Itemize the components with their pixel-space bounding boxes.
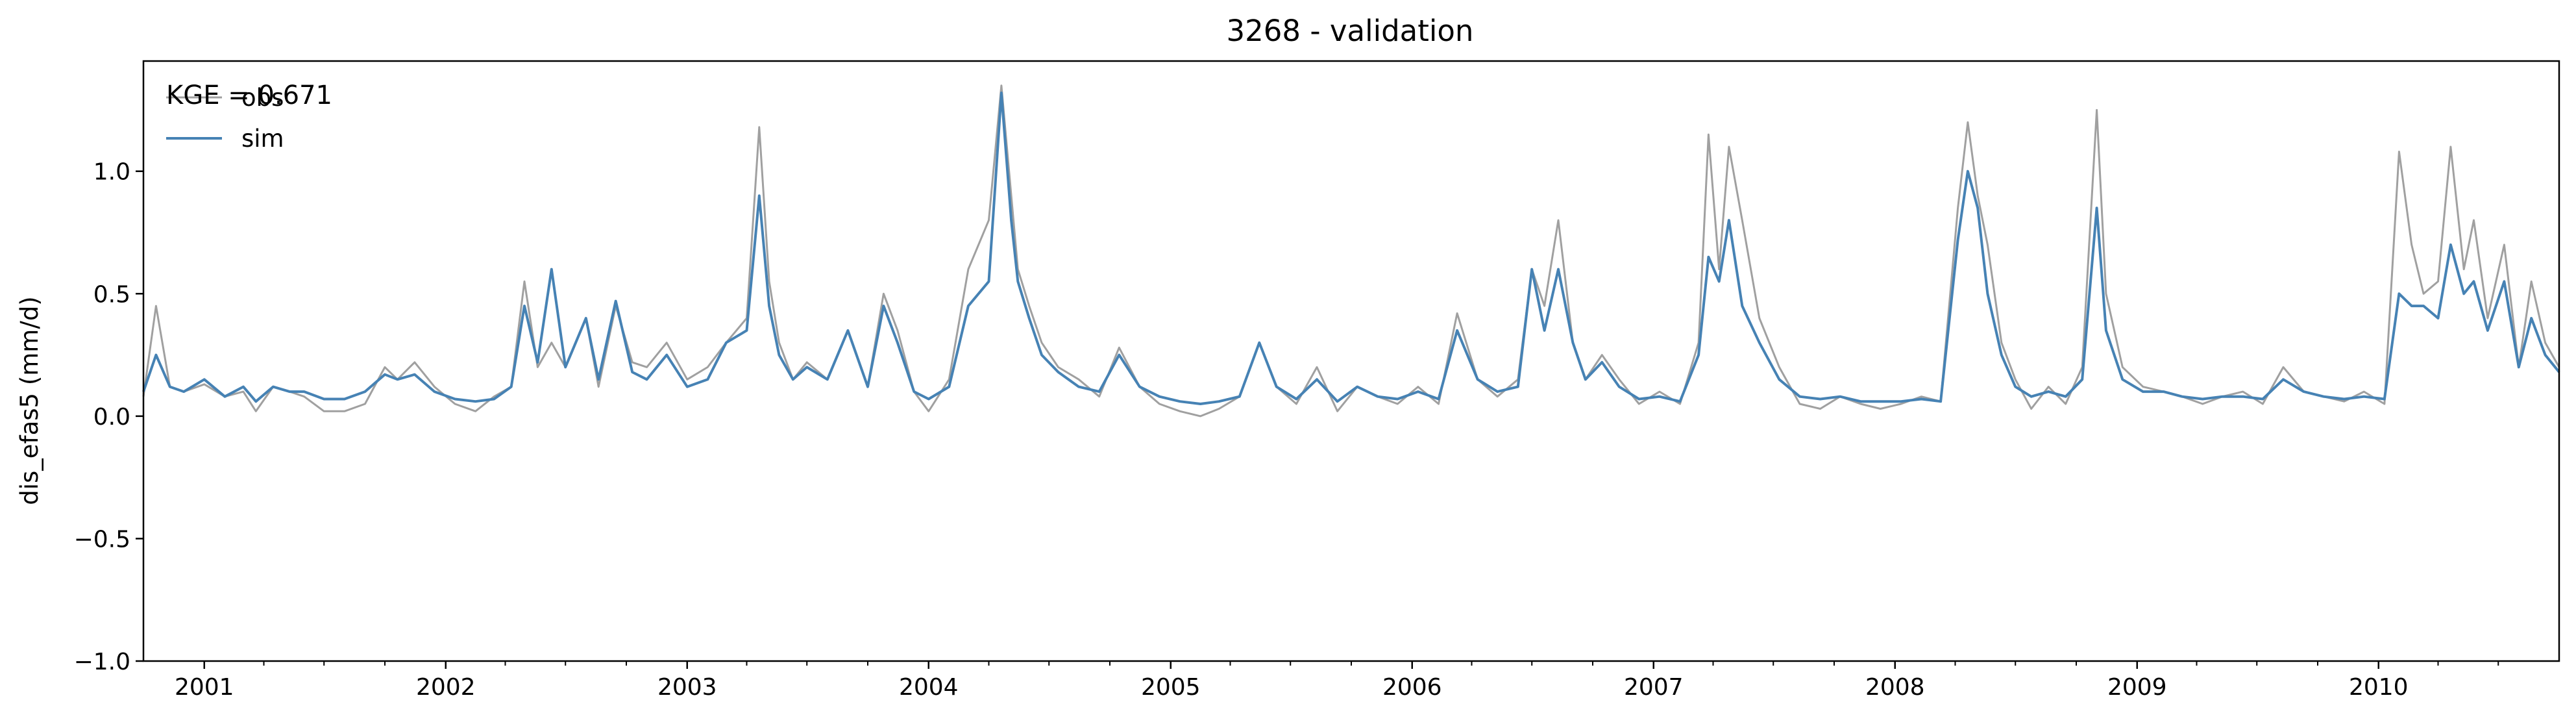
x-tick-label: 2010 bbox=[2349, 674, 2409, 701]
legend: obs sim bbox=[166, 84, 284, 153]
x-tick-label: 2001 bbox=[175, 674, 234, 701]
legend-label-sim: sim bbox=[241, 125, 284, 153]
x-tick-label: 2004 bbox=[899, 674, 959, 701]
y-axis: −1.0 −0.5 0.0 0.5 1.0 bbox=[74, 159, 143, 675]
plot-frame bbox=[142, 60, 2560, 662]
x-tick-label: 2007 bbox=[1624, 674, 1684, 701]
kge-annotation: KGE = 0.671 bbox=[166, 81, 332, 110]
x-axis: 2001 2002 2003 2004 2005 2006 2007 2008 2009 2010 bbox=[175, 661, 2499, 701]
x-tick-label: 2008 bbox=[1865, 674, 1925, 701]
y-tick-label: 0.0 bbox=[93, 404, 130, 431]
x-tick-label: 2003 bbox=[657, 674, 717, 701]
legend-label-obs: obs bbox=[241, 84, 284, 112]
y-tick-label: −1.0 bbox=[74, 649, 130, 675]
y-tick-label: 0.5 bbox=[93, 281, 130, 308]
x-tick-label: 2006 bbox=[1382, 674, 1442, 701]
plot-area bbox=[142, 84, 2560, 418]
series-line-obs bbox=[142, 84, 2560, 418]
x-tick-label: 2005 bbox=[1141, 674, 1201, 701]
x-tick-label: 2009 bbox=[2107, 674, 2167, 701]
y-axis-label: dis_efas5 (mm/d) bbox=[16, 296, 43, 505]
chart-title: 3268 - validation bbox=[1227, 14, 1474, 48]
y-tick-label: 1.0 bbox=[93, 159, 130, 186]
y-tick-label: −0.5 bbox=[74, 526, 130, 553]
x-tick-label: 2002 bbox=[416, 674, 476, 701]
series-line-sim bbox=[142, 92, 2560, 405]
